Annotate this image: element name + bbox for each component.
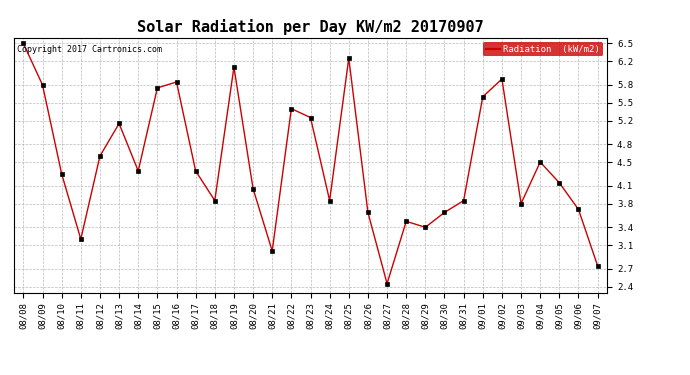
Text: Copyright 2017 Cartronics.com: Copyright 2017 Cartronics.com [17,45,161,54]
Title: Solar Radiation per Day KW/m2 20170907: Solar Radiation per Day KW/m2 20170907 [137,19,484,35]
Legend: Radiation  (kW/m2): Radiation (kW/m2) [484,42,602,56]
